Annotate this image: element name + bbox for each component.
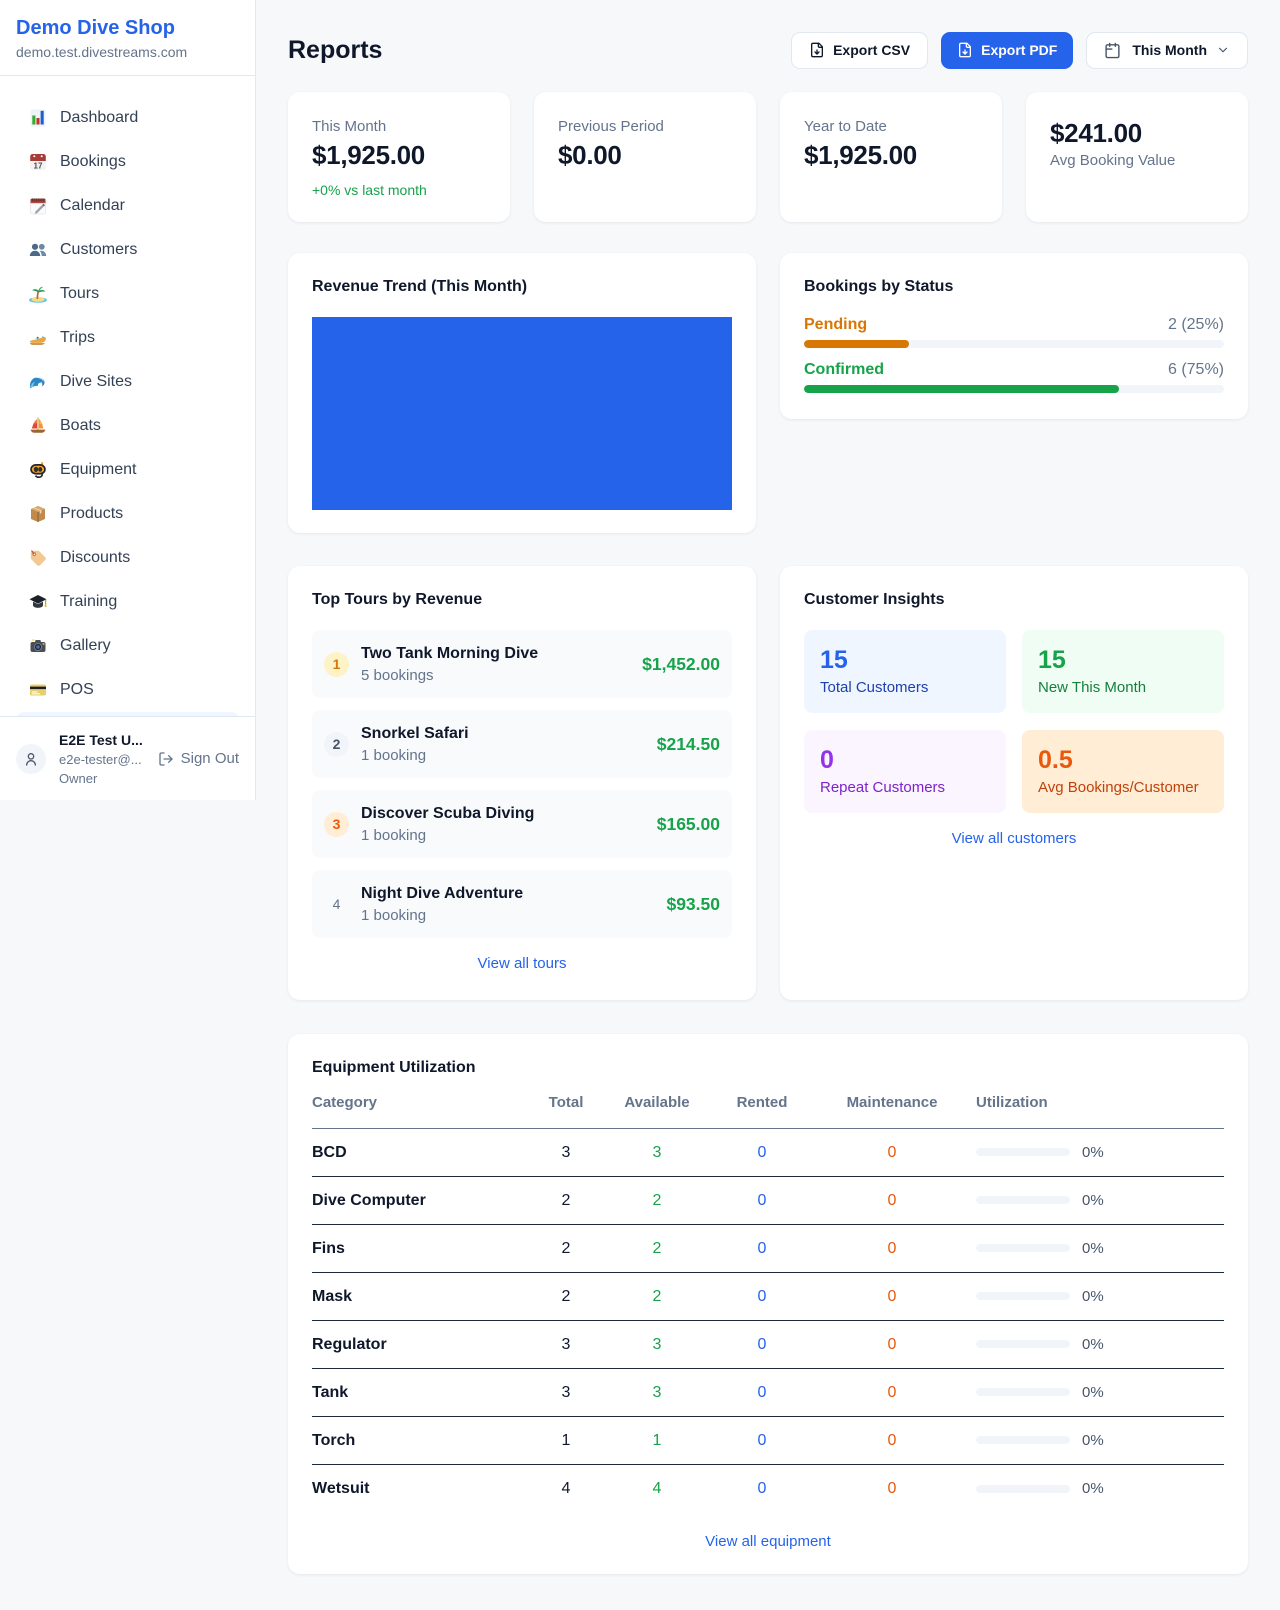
- svg-text:17: 17: [34, 161, 43, 170]
